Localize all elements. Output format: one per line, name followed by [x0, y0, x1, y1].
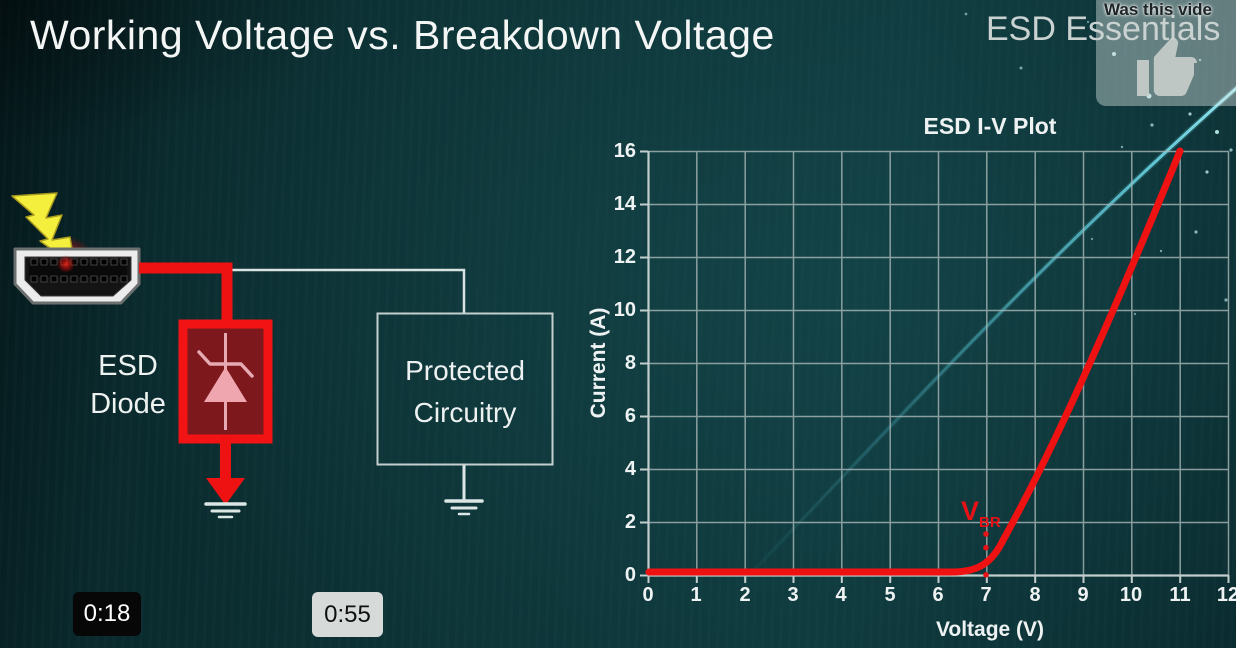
discharge-arrow — [206, 436, 245, 505]
chart-title: ESD I-V Plot — [923, 113, 1057, 139]
y-tick-label: 4 — [624, 458, 636, 480]
y-tick-label: 16 — [613, 140, 636, 162]
x-tick-label: 1 — [690, 584, 702, 606]
zener-diode-icon — [178, 319, 273, 444]
x-tick-label: 10 — [1119, 584, 1143, 606]
x-tick-label: 8 — [1029, 584, 1041, 606]
ground-icon — [204, 502, 247, 519]
y-tick-label: 12 — [613, 246, 636, 268]
esd-diode-label: ESD Diode — [90, 350, 166, 420]
x-tick-label: 9 — [1077, 584, 1089, 606]
x-tick-label: 6 — [932, 584, 944, 606]
x-tick-label: 2 — [739, 584, 751, 606]
x-tick-label: 3 — [787, 584, 799, 606]
y-tick-label: 6 — [624, 405, 636, 427]
esd-current-wire — [139, 262, 233, 323]
x-tick-label: 4 — [835, 584, 847, 606]
x-tick-label: 0 — [642, 584, 654, 606]
x-tick-label: 11 — [1169, 584, 1191, 606]
ground-icon-2 — [444, 499, 484, 516]
y-tick-label: 10 — [613, 299, 636, 321]
y-tick-label: 8 — [624, 352, 636, 374]
slide-title: Working Voltage vs. Breakdown Voltage — [30, 12, 775, 58]
thumbs-up-icon[interactable] — [1128, 30, 1206, 102]
x-tick-label: 5 — [884, 584, 896, 606]
brand-text: ESD Essentials — [986, 10, 1221, 48]
y-tick-label: 14 — [613, 193, 636, 215]
x-axis-label: Voltage (V) — [935, 618, 1045, 641]
like-prompt-panel: Was this vide — [1096, 0, 1236, 106]
iv-plot-grid — [640, 150, 1230, 583]
y-tick-label: 0 — [624, 564, 636, 586]
hdmi-connector-icon — [13, 247, 141, 305]
iv-curve — [645, 147, 1184, 576]
protected-circuitry-box — [376, 312, 554, 466]
timestamp-chip[interactable]: 0:55 — [312, 592, 383, 637]
timestamp-chip-selected[interactable]: 0:18 — [73, 592, 141, 636]
vbr-annotation: VBR — [961, 496, 1001, 531]
like-prompt-text: Was this vide — [1104, 0, 1213, 19]
x-tick-label: 12 — [1216, 584, 1236, 606]
signal-wire — [227, 268, 466, 314]
x-tick-label: 7 — [980, 584, 992, 606]
protected-circuitry-label: Protected Circuitry — [405, 355, 525, 428]
y-tick-label: 2 — [624, 511, 636, 533]
